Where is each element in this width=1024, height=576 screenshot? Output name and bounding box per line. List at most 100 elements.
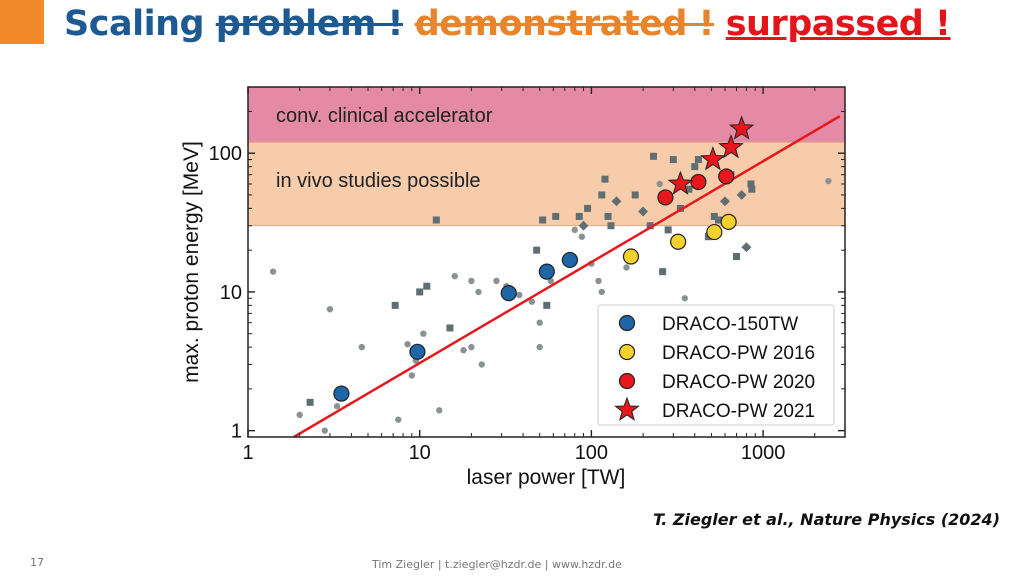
literature-point: [446, 324, 454, 332]
legend-label: DRACO-150TW: [662, 314, 798, 335]
draco-pw-2020-point: [718, 168, 735, 185]
literature-point: [516, 291, 523, 299]
literature-point: [732, 253, 740, 261]
draco-150tw-point: [500, 285, 517, 302]
title-part-problem: problem !: [215, 4, 404, 44]
plot-frame: [247, 86, 846, 438]
draco-150tw-point: [561, 251, 579, 269]
literature-point: [623, 264, 630, 271]
citation: T. Ziegler et al., Nature Physics (2024): [653, 510, 1000, 529]
literature-point: [395, 416, 402, 423]
draco-pw-2021-point: [667, 170, 694, 195]
literature-point: [604, 212, 612, 220]
y-axis-label: max. proton energy [MeV]: [180, 141, 203, 383]
literature-point: [578, 233, 586, 240]
literature-point: [715, 216, 723, 224]
title-part-scaling: Scaling: [64, 4, 216, 44]
x-tick-label: 1: [242, 442, 253, 464]
literature-point: [748, 185, 756, 193]
literature-point: [571, 226, 578, 234]
literature-point: [659, 268, 667, 276]
literature-point: [528, 298, 536, 305]
literature-point: [685, 185, 693, 193]
draco-150tw-point: [409, 343, 426, 360]
literature-point: [638, 206, 649, 217]
literature-point: [306, 398, 314, 406]
literature-point: [468, 277, 475, 285]
literature-point: [478, 361, 486, 368]
literature-point: [296, 411, 303, 419]
literature-point: [601, 175, 609, 183]
y-tick-label: 100: [209, 143, 242, 165]
draco-pw-2021-point: [700, 146, 726, 171]
literature-point: [664, 226, 672, 234]
literature-point: [533, 246, 541, 254]
y-tick-label: 10: [220, 282, 242, 304]
literature-point: [460, 347, 467, 354]
literature-point: [710, 212, 718, 220]
legend-marker: [618, 372, 636, 390]
literature-point: [436, 407, 443, 414]
literature-point: [691, 163, 699, 171]
literature-point: [416, 288, 424, 296]
title-part-surpassed: surpassed !: [725, 4, 951, 44]
literature-point: [575, 212, 583, 220]
slide-title: Scaling problem ! demonstrated ! surpass…: [64, 4, 951, 44]
literature-point: [451, 272, 458, 280]
band-label: conv. clinical accelerator: [276, 105, 493, 127]
legend-label: DRACO-PW 2016: [662, 343, 815, 364]
literature-point: [408, 372, 416, 379]
draco-pw-2020-point: [657, 189, 674, 206]
page-number: 17: [30, 556, 44, 569]
literature-point: [825, 177, 832, 185]
scaling-fit-line: [293, 115, 841, 437]
literature-point: [720, 196, 730, 207]
legend-marker: [618, 343, 636, 361]
legend-box: [597, 304, 835, 426]
literature-point: [598, 288, 606, 296]
x-tick-label: 10: [409, 442, 431, 464]
literature-point: [607, 222, 615, 230]
literature-point: [493, 277, 500, 285]
literature-point: [536, 319, 543, 326]
legend-marker: [618, 314, 636, 332]
title-part-demonstrated: demonstrated !: [414, 4, 715, 44]
literature-point: [326, 306, 334, 313]
literature-point: [543, 301, 551, 309]
draco-pw-2021-point: [728, 115, 755, 140]
legend-marker: [614, 396, 640, 421]
literature-point: [741, 242, 752, 253]
literature-point: [598, 191, 606, 199]
literature-point: [432, 216, 440, 224]
literature-point: [391, 301, 399, 309]
literature-point: [269, 268, 277, 275]
literature-point: [669, 156, 677, 164]
literature-point: [539, 216, 547, 224]
literature-point: [584, 204, 592, 212]
draco-pw-2016-point: [720, 213, 737, 230]
draco-pw-2016-point: [622, 248, 640, 265]
footer-contact: Tim Ziegler | t.ziegler@hzdr.de | www.hz…: [372, 558, 622, 571]
literature-point: [423, 282, 431, 290]
literature-point: [631, 191, 639, 199]
literature-point: [404, 340, 411, 348]
y-tick-label: 1: [231, 421, 242, 443]
literature-point: [646, 222, 654, 230]
x-tick-label: 100: [575, 442, 608, 464]
slide-accent-bar: [0, 0, 44, 44]
draco-150tw-point: [333, 385, 350, 402]
literature-point: [578, 220, 589, 231]
literature-point: [611, 196, 622, 207]
literature-point: [649, 152, 657, 160]
literature-point: [536, 343, 543, 351]
literature-point: [595, 277, 602, 285]
literature-point: [736, 190, 747, 200]
band-label: in vivo studies possible: [276, 170, 481, 192]
literature-point: [747, 180, 755, 188]
literature-point: [358, 343, 365, 351]
literature-point: [333, 403, 341, 410]
literature-point: [552, 212, 560, 220]
draco-pw-2016-point: [670, 233, 687, 250]
x-axis-label: laser power [TW]: [467, 466, 626, 489]
